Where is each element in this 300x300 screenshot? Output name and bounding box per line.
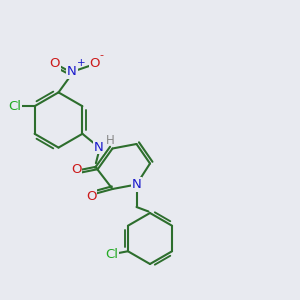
Text: +: +: [77, 58, 86, 68]
Text: N: N: [94, 141, 104, 154]
Text: H: H: [106, 134, 114, 147]
Text: N: N: [132, 178, 141, 191]
Text: -: -: [100, 50, 104, 61]
Text: Cl: Cl: [105, 248, 118, 261]
Text: Cl: Cl: [9, 100, 22, 113]
Text: O: O: [86, 190, 97, 203]
Text: O: O: [49, 57, 60, 70]
Text: O: O: [71, 163, 82, 176]
Text: N: N: [67, 65, 77, 78]
Text: O: O: [89, 57, 100, 70]
